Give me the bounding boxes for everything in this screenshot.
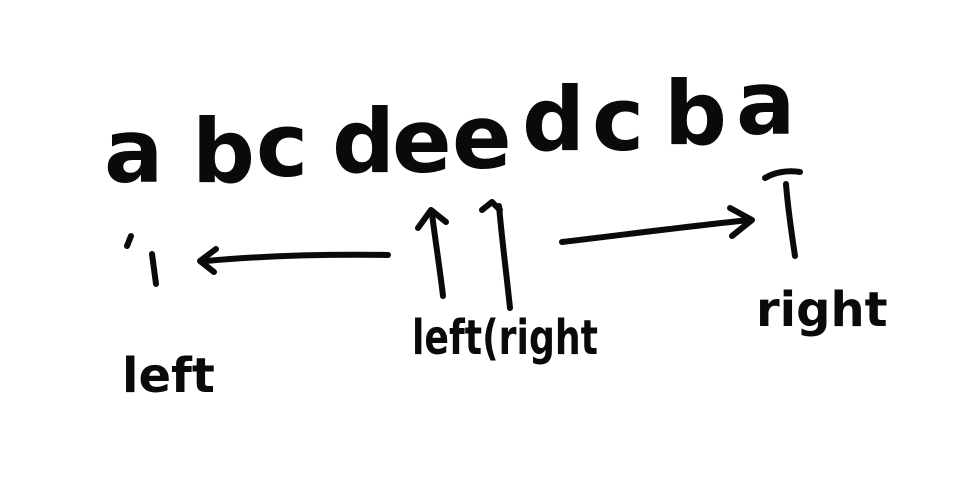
- center-pointers: [415, 199, 513, 311]
- string-row: a b c d e e d c b a: [104, 52, 795, 203]
- char-8: b: [664, 62, 727, 165]
- char-3: d: [332, 90, 395, 193]
- char-1: b: [192, 100, 255, 203]
- center-right-tick: [479, 199, 503, 213]
- left-arrow-shaft: [203, 251, 391, 264]
- char-9: a: [736, 52, 795, 155]
- center-right-stem: [496, 203, 513, 311]
- right-arrow-shaft: [559, 217, 753, 245]
- char-4: e: [392, 90, 452, 193]
- left-arrow-head: [197, 246, 219, 275]
- char-7: c: [592, 68, 644, 171]
- label-left: left: [122, 348, 215, 404]
- right-pointer-stem: [783, 181, 798, 259]
- char-2: c: [256, 94, 308, 197]
- center-left-arrow-head: [415, 207, 449, 231]
- left-pointer-tick: [124, 233, 134, 249]
- label-right: right: [756, 282, 888, 338]
- left-pointer: [124, 233, 391, 287]
- char-6: d: [522, 68, 585, 171]
- char-5: e: [452, 86, 512, 189]
- center-left-arrow-shaft: [429, 211, 446, 299]
- label-left-right: left(right: [412, 310, 598, 366]
- right-pointer: [559, 168, 803, 259]
- right-arrow-head: [727, 205, 755, 239]
- right-pointer-tick: [762, 168, 803, 181]
- left-pointer-stem: [149, 251, 159, 287]
- char-0: a: [104, 100, 163, 203]
